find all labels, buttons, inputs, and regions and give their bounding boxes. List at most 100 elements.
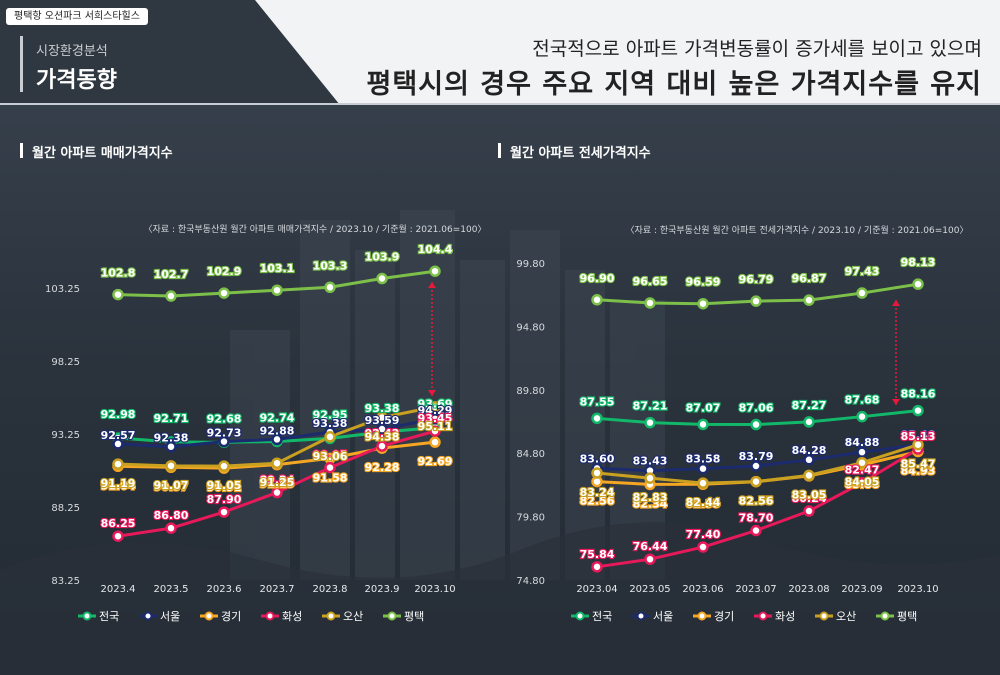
complex-name-badge: 평택항 오션파크 서희스타힐스 <box>6 8 148 25</box>
data-point-화성 <box>376 440 388 452</box>
data-label-화성: 78.70 <box>739 512 774 525</box>
x-tick-label: 2023.10 <box>897 584 938 595</box>
data-label-전국: 92.68 <box>207 412 242 425</box>
y-tick-label: 83.25 <box>51 576 80 587</box>
data-label-서울: 84.28 <box>792 444 827 457</box>
data-point-전국 <box>644 416 656 429</box>
data-label-평택: 103.1 <box>260 262 295 275</box>
title-accent-bar <box>20 36 23 92</box>
data-point-전국 <box>912 404 924 417</box>
data-point-화성 <box>218 506 230 518</box>
data-point-평택 <box>912 278 924 290</box>
x-tick-label: 2023.9 <box>365 584 400 595</box>
y-tick-label: 94.80 <box>516 322 545 333</box>
y-tick-label: 89.80 <box>516 386 545 397</box>
data-label-경기: 91.04 <box>101 479 136 492</box>
data-point-오산 <box>271 457 283 469</box>
y-tick-label: 74.80 <box>516 576 545 587</box>
data-point-서울 <box>697 462 709 475</box>
data-label-화성: 86.25 <box>101 517 136 530</box>
x-tick-label: 2023.08 <box>788 584 829 595</box>
legend-swatch-marker <box>880 611 890 621</box>
y-tick-label: 103.25 <box>45 284 80 295</box>
data-point-전국 <box>856 410 868 423</box>
data-label-서울: 94.29 <box>418 404 453 417</box>
x-tick-label: 2023.04 <box>576 584 617 595</box>
data-label-평택: 104.4 <box>418 243 453 256</box>
data-label-화성: 86.80 <box>154 509 189 522</box>
data-point-평택 <box>165 290 177 302</box>
data-label-오산: 82.83 <box>633 491 668 504</box>
data-label-서울: 83.79 <box>739 450 774 463</box>
jeonse-price-index-chart: 〈자료 : 한국부동산원 월간 아파트 전세가격지수 / 2023.10 / 기… <box>516 224 968 623</box>
y-tick-label: 93.25 <box>51 430 80 441</box>
header-banner <box>0 0 1000 105</box>
y-tick-label: 98.25 <box>51 357 80 368</box>
legend-entry: 경기 <box>221 610 241 623</box>
data-label-전국: 87.27 <box>792 399 827 412</box>
sale-price-index-chart: 〈자료 : 한국부동산원 월간 아파트 매매가격지수 / 2023.10 / 기… <box>45 223 487 623</box>
data-label-화성: 77.40 <box>686 528 721 541</box>
data-label-평택: 96.87 <box>792 272 827 285</box>
data-point-화성 <box>165 522 177 534</box>
data-label-화성: 92.42 <box>365 427 400 440</box>
legend-entry: 경기 <box>714 610 734 623</box>
data-label-평택: 102.7 <box>154 268 189 281</box>
data-label-경기: 83.88 <box>845 478 880 491</box>
data-point-화성 <box>644 553 656 565</box>
data-point-화성 <box>324 461 336 474</box>
data-label-화성: 80.24 <box>792 492 827 505</box>
data-point-화성 <box>112 530 124 542</box>
legend-entry: 평택 <box>897 610 917 623</box>
data-point-평택 <box>112 288 124 301</box>
data-label-서울: 92.38 <box>154 432 189 445</box>
data-point-서울 <box>429 413 441 425</box>
x-tick-label: 2023.5 <box>154 584 189 595</box>
data-point-오산 <box>324 431 336 443</box>
legend-swatch-marker <box>143 611 153 621</box>
data-point-화성 <box>591 561 603 573</box>
data-label-오산: 82.44 <box>686 496 721 509</box>
data-point-오산 <box>112 458 124 470</box>
data-point-화성 <box>271 486 283 499</box>
legend-swatch-marker <box>326 611 336 621</box>
data-label-경기: 84.93 <box>901 465 936 478</box>
data-point-전국 <box>591 412 603 425</box>
data-label-전국: 87.06 <box>739 402 774 415</box>
data-label-평택: 96.79 <box>739 273 774 286</box>
data-point-평택 <box>324 281 336 294</box>
data-label-경기: 92.28 <box>365 461 400 474</box>
data-label-전국: 87.55 <box>580 395 615 408</box>
source-note: 〈자료 : 한국부동산원 월간 아파트 매매가격지수 / 2023.10 / 기… <box>144 223 487 235</box>
data-label-오산: 94.38 <box>365 431 400 444</box>
data-point-오산 <box>165 460 177 472</box>
data-point-평택 <box>803 294 815 306</box>
legend-swatch-marker <box>758 611 768 621</box>
data-label-오산: 93.06 <box>313 450 348 463</box>
section-subtitle: 시장환경분석 <box>36 44 108 59</box>
data-label-화성: 90.95 <box>313 449 348 462</box>
data-point-전국 <box>750 418 762 431</box>
data-label-평택: 102.9 <box>207 265 242 278</box>
legend-swatch-marker <box>819 611 829 621</box>
data-label-평택: 97.43 <box>845 265 880 278</box>
data-label-전국: 92.95 <box>313 408 348 421</box>
data-point-평택 <box>218 287 230 299</box>
data-point-평택 <box>644 297 656 309</box>
data-label-평택: 96.90 <box>580 272 615 285</box>
x-tick-label: 2023.7 <box>260 584 295 595</box>
data-label-전국: 92.74 <box>260 411 295 424</box>
data-label-오산: 91.19 <box>101 477 136 490</box>
data-label-전국: 87.21 <box>633 400 668 413</box>
data-point-서울 <box>856 446 868 458</box>
x-tick-label: 2023.6 <box>207 584 242 595</box>
legend-swatch-marker <box>265 611 275 621</box>
data-point-전국 <box>803 416 815 428</box>
data-label-오산: 83.24 <box>580 486 615 499</box>
data-point-평택 <box>591 294 603 306</box>
sale-index-chart-title: 월간 아파트 매매가격지수 <box>20 142 173 161</box>
legend-swatch-marker <box>636 611 646 621</box>
legend-entry: 평택 <box>404 610 424 623</box>
data-label-서울: 92.57 <box>101 429 136 442</box>
data-point-서울 <box>376 423 388 435</box>
